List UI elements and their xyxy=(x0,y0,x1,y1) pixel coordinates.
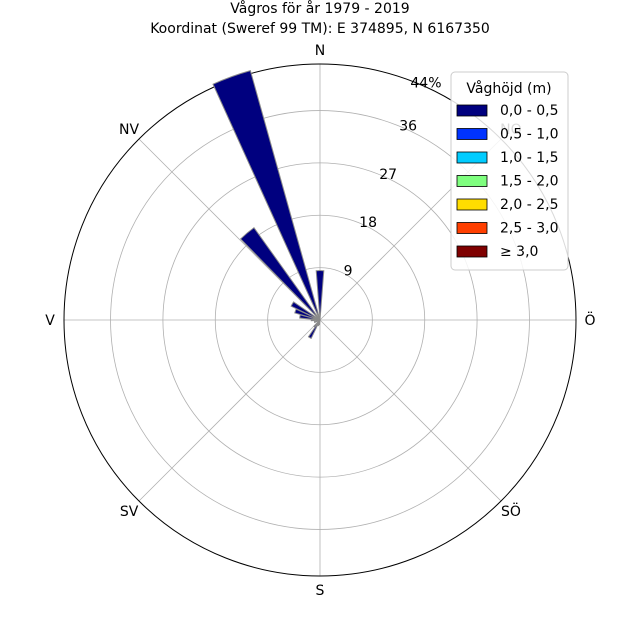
legend-box xyxy=(450,71,569,271)
legend: Våghöjd (m) 0,0 - 0,5 0,5 - 1,0 1,0 - 1,5 1… xyxy=(450,71,569,271)
legend-swatch xyxy=(456,128,488,140)
legend-label: 2,5 - 3,0 xyxy=(500,221,558,237)
grid-spoke-sö xyxy=(319,319,502,502)
legend-swatch xyxy=(456,151,488,164)
r-tick-label: 36 xyxy=(399,118,417,134)
chart-subtitle: Koordinat (Sweref 99 TM): E 374895, N 61… xyxy=(150,21,490,37)
legend-label: ≥ 3,0 xyxy=(500,244,538,260)
sector-bar-6 xyxy=(310,318,321,322)
legend-label: 1,0 - 1,5 xyxy=(500,150,558,166)
sector-bar-1 xyxy=(212,70,321,321)
direction-label-sö: SÖ xyxy=(501,502,521,520)
chart-title: Vågros för år 1979 - 2019 xyxy=(230,0,409,17)
radial-ticks: 9 18 27 36 44% xyxy=(344,75,442,279)
legend-swatch xyxy=(456,175,488,187)
sector-bars xyxy=(212,70,325,340)
sector-bar-7 xyxy=(313,319,321,324)
grid-spoke-sv xyxy=(138,319,321,502)
r-tick-label: 18 xyxy=(359,215,377,231)
legend-label: 1,5 - 2,0 xyxy=(500,174,558,190)
r-tick-label: 27 xyxy=(379,167,397,183)
sector-bar-3 xyxy=(290,301,321,321)
direction-label-sv: SV xyxy=(120,504,139,520)
legend-label: 2,0 - 2,5 xyxy=(500,197,558,213)
r-tick-label: 9 xyxy=(344,264,353,280)
legend-label: 0,5 - 1,0 xyxy=(500,127,558,143)
legend-swatch xyxy=(456,222,488,234)
legend-swatch xyxy=(456,198,488,211)
sector-bar-5 xyxy=(299,314,321,321)
r-tick-label: 44% xyxy=(410,75,441,91)
legend-items: 0,0 - 0,5 0,5 - 1,0 1,0 - 1,5 1,5 - 2,0 2,0 … xyxy=(456,103,558,260)
legend-swatch xyxy=(456,245,488,258)
sector-bar-11 xyxy=(318,319,321,326)
direction-label-ö: Ö xyxy=(584,311,595,329)
sector-bar-2 xyxy=(239,227,321,321)
legend-title: Våghöjd (m) xyxy=(466,80,551,97)
legend-swatch xyxy=(456,104,488,117)
outer-ring xyxy=(63,63,577,577)
direction-label-v: V xyxy=(45,313,55,329)
legend-label: 0,0 - 0,5 xyxy=(500,103,558,119)
sector-bar-4 xyxy=(294,308,321,321)
direction-label-nv: NV xyxy=(119,122,139,138)
direction-label-n: N xyxy=(315,43,325,59)
direction-label-s: S xyxy=(316,583,325,599)
sector-bar-9 xyxy=(307,319,321,340)
sector-bar-0 xyxy=(315,270,325,321)
